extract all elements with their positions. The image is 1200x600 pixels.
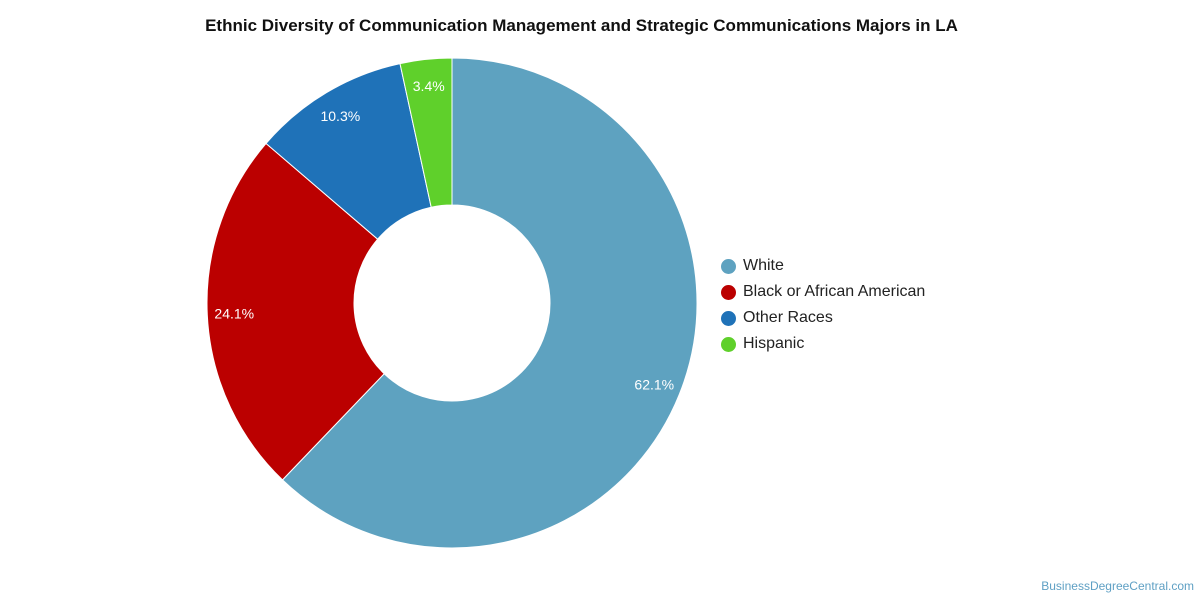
legend-item-white[interactable]: White [721, 253, 925, 279]
slice-hispanic[interactable] [399, 57, 453, 208]
legend-item-hispanic[interactable]: Hispanic [721, 331, 925, 357]
chart-title: Ethnic Diversity of Communication Manage… [205, 16, 958, 35]
slice-white[interactable] [281, 57, 698, 549]
legend-swatch-icon [721, 258, 736, 274]
legend-item-other-races[interactable]: Other Races [721, 305, 925, 331]
legend-swatch-icon [721, 336, 736, 352]
watermark-link[interactable]: BusinessDegreeCentral.com [1041, 579, 1194, 593]
slice-label-hispanic: 3.4% [413, 78, 445, 94]
legend-label: Hispanic [743, 335, 805, 352]
legend-label: Black or African American [743, 283, 926, 300]
slice-label-other-races: 10.3% [320, 108, 360, 124]
legend-label: White [743, 257, 784, 274]
legend-swatch-icon [721, 310, 736, 326]
slice-label-black-or-african-american: 24.1% [214, 306, 254, 322]
legend-item-black-or-african-american[interactable]: Black or African American [721, 279, 925, 305]
slice-other-races[interactable] [265, 62, 432, 240]
slice-label-white: 62.1% [634, 376, 674, 392]
slice-black-or-african-american[interactable] [206, 142, 385, 481]
chart-legend: White Black or African American Other Race… [721, 253, 925, 357]
legend-label: Other Races [743, 309, 833, 326]
legend-swatch-icon [721, 284, 736, 300]
